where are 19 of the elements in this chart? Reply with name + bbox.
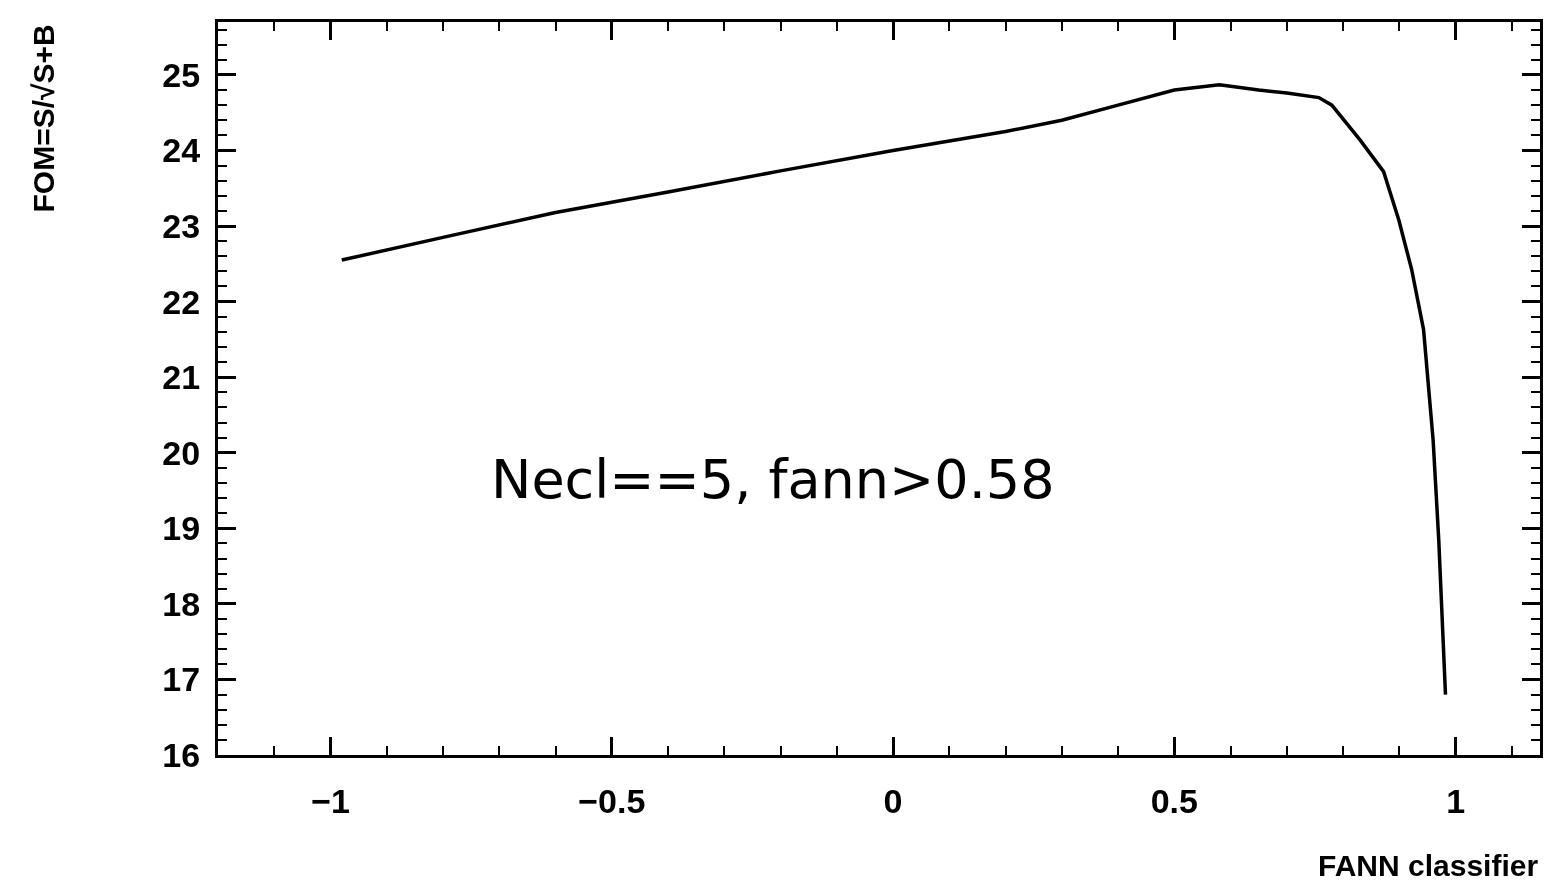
- y-tick-label: 25: [162, 55, 201, 94]
- y-tick-label: 21: [162, 358, 201, 397]
- x-tick-label: 1: [1446, 781, 1466, 820]
- y-tick-label: 24: [162, 131, 201, 170]
- line-series: [340, 82, 1448, 697]
- y-tick-label: 17: [162, 660, 201, 699]
- x-tick-label: −0.5: [578, 781, 646, 820]
- x-tick-label: 0.5: [1150, 781, 1198, 820]
- y-tick-label: 19: [162, 509, 201, 548]
- y-tick-label: 16: [162, 735, 201, 774]
- y-tick-label: 18: [162, 584, 201, 623]
- x-tick-label: 0: [883, 781, 903, 820]
- y-tick-label: 23: [162, 206, 201, 245]
- x-tick-label: −1: [311, 781, 350, 820]
- y-tick-label: 22: [162, 282, 201, 321]
- y-tick-label: 20: [162, 433, 201, 472]
- x-axis-title: FANN classifier: [1318, 849, 1539, 882]
- y-axis-title: FOM=S/√S+B: [27, 24, 61, 213]
- annotation: Necl==5, fann>0.58: [491, 448, 1055, 511]
